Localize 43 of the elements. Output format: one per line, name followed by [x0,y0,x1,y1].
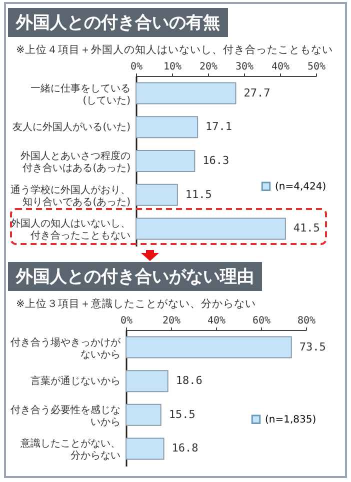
x-tick-label: 30% [235,62,254,72]
bar [126,370,168,392]
x-tick-label: 40% [207,316,226,326]
chart-title: 外国人との付き合いの有無 [8,8,228,37]
y-tick-label: 外国人とあいさつ程度の付き合いはある(あった) [20,150,131,174]
x-tick-label: 0% [130,62,143,72]
y-tick-label: 言葉が通じないから [30,375,120,388]
y-tick-label: 付き合う必要性を感じないから [10,404,120,428]
x-tick-label: 10% [163,62,182,72]
bar [136,150,196,172]
x-tick-label: 20% [199,62,218,72]
y-tick-label: 一緒に仕事をしている(していた) [30,82,131,106]
data-label: 11.5 [185,188,212,201]
y-tick-label: 友人に外国人がいる(いた) [12,122,131,134]
data-label: 16.3 [202,154,230,167]
x-tick-label: 60% [252,316,271,326]
x-tick-label: 20% [162,316,181,326]
bar [136,184,178,206]
y-tick-label: 通う学校に外国人がおり、知り合いである(あった) [10,184,131,208]
bar [126,336,292,358]
bar [136,116,198,138]
y-tick-label: 意識したことがない、分からない [20,438,120,462]
data-label: 17.1 [206,120,232,134]
chart-subtitle: ※上位４項目＋外国人の知人はいないし、付き合ったこともない [16,43,334,57]
bar [126,438,164,460]
data-label: 41.5 [293,222,320,235]
data-label: 15.5 [168,408,196,421]
x-tick-label: 40% [271,62,290,72]
data-label: 18.6 [176,374,202,388]
x-tick-label: 0% [120,316,133,326]
x-tick-label: 80% [297,316,316,326]
bar [126,404,162,426]
legend-label: (n=1,835) [265,414,316,426]
bar [136,82,236,104]
x-tick-label: 50% [307,62,326,72]
data-label: 27.7 [244,86,270,100]
legend-label: (n=4,424) [275,181,326,192]
bar [136,218,286,240]
chart-title: 外国人との付き合いがない理由 [8,262,262,291]
y-tick-label: 付き合う場やきっかけがないから [10,336,122,360]
data-label: 16.8 [172,442,198,455]
chart-subtitle: ※上位３項目＋意識したことがない、分からない [16,297,257,311]
data-label: 73.5 [299,340,326,354]
